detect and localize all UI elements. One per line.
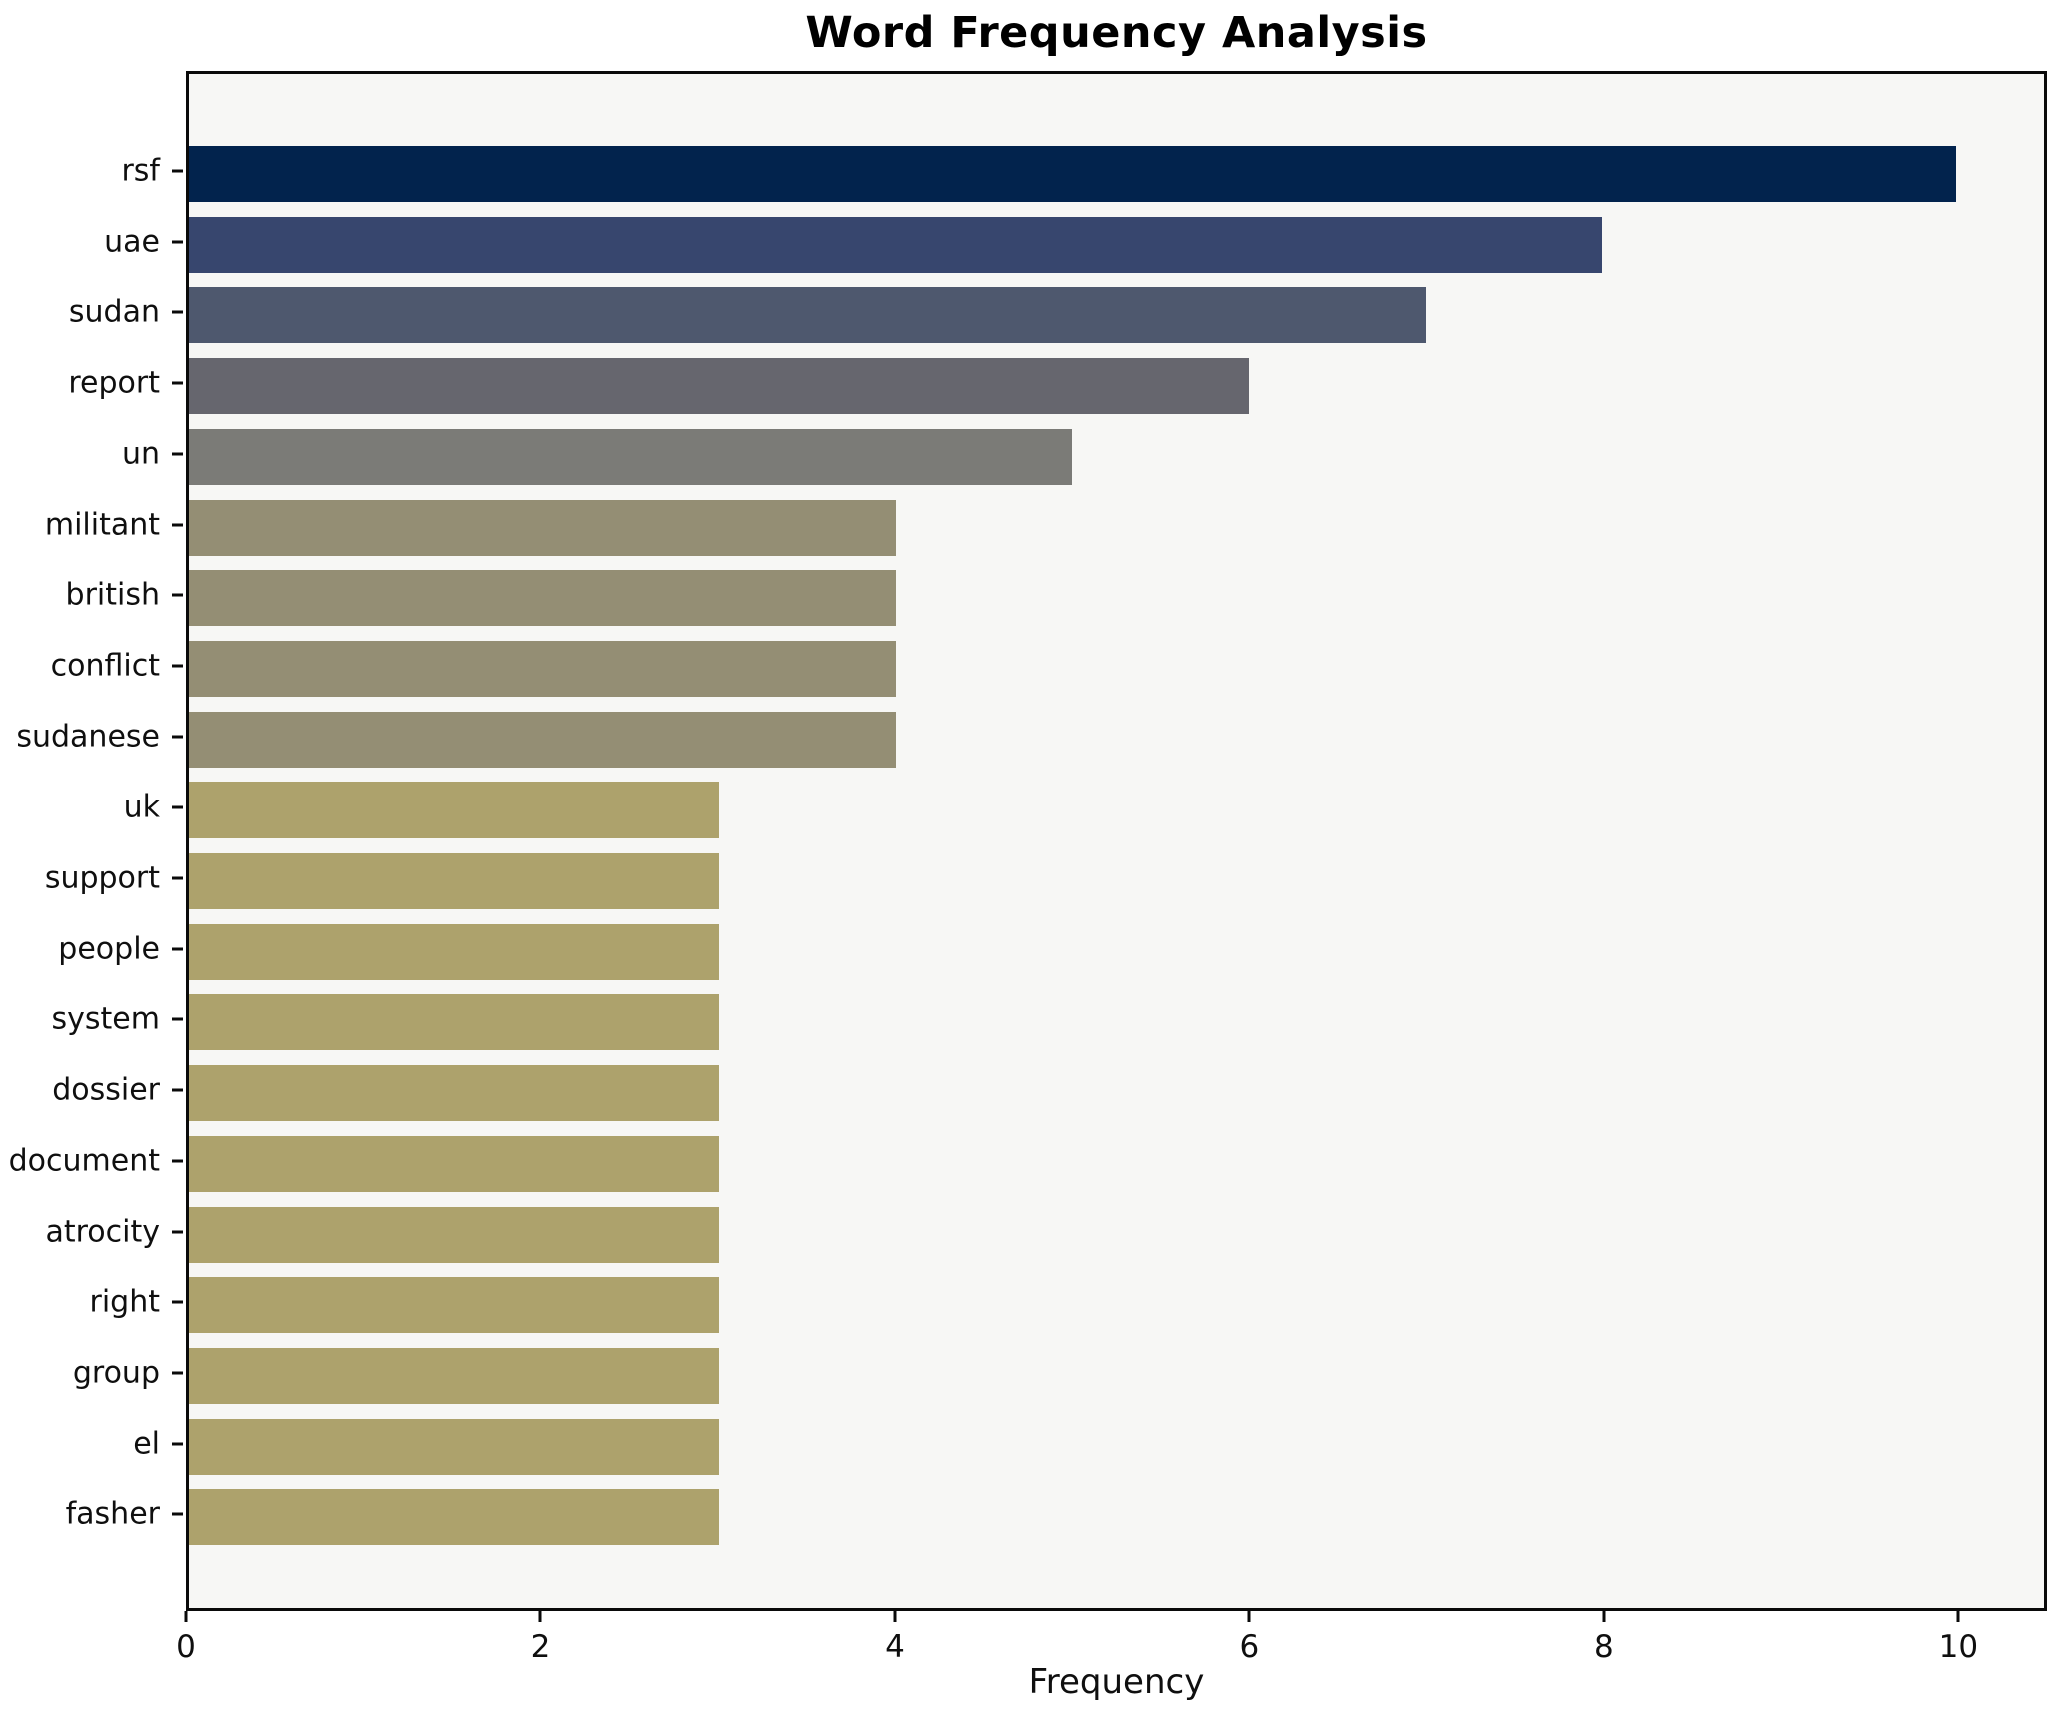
y-tick-label-militant: militant [44,507,160,542]
x-tick-mark [1247,1611,1251,1622]
y-tick-label-people: people [58,931,160,967]
y-tick-mark [172,1512,183,1516]
x-tick-mark [893,1611,897,1622]
x-tick-label-4: 4 [885,1629,905,1665]
bar-british [189,570,896,627]
y-tick-label-support: support [44,860,160,896]
bar-militant [189,499,896,556]
y-tick-mark [172,1230,183,1233]
bar-group [189,1347,719,1404]
bar-right [189,1277,719,1334]
y-tick-label-uae: uae [104,224,160,260]
bars-layer [189,74,2044,1608]
y-tick-mark [172,1017,183,1021]
y-tick-label-british: british [65,577,160,613]
bar-system [189,994,719,1051]
y-tick-label-fasher: fasher [65,1496,160,1532]
y-tick-mark [172,1300,183,1304]
bar-un [189,428,1073,485]
y-axis: rsf uae sudan report un militant british confli… [0,71,186,1611]
bar-document [189,1135,719,1192]
y-tick-label-sudan: sudan [68,294,160,330]
bar-el [189,1418,719,1475]
y-tick-label-document: document [8,1143,160,1179]
y-tick-mark [172,523,183,526]
y-tick-mark [172,1371,183,1375]
y-tick-label-un: un [121,436,160,472]
bar-support [189,853,719,909]
x-tick-mark [184,1611,188,1622]
y-tick-mark [172,1088,183,1092]
bar-uk [189,782,719,839]
x-axis-title: Frequency [1028,1662,1205,1702]
x-tick-label-8: 8 [1594,1629,1614,1665]
bar-sudan [189,287,1426,344]
y-tick-label-conflict: conflict [50,648,160,684]
y-tick-mark [172,1442,183,1446]
bar-people [189,923,719,980]
y-tick-mark [172,805,183,809]
x-tick-label-0: 0 [176,1629,196,1665]
y-tick-label-group: group [72,1355,160,1391]
y-tick-label-dossier: dossier [52,1072,160,1108]
x-tick-mark [538,1611,542,1622]
y-tick-mark [172,947,183,951]
y-tick-label-uk: uk [123,789,160,825]
y-tick-mark [172,664,183,668]
x-tick-label-10: 10 [1938,1629,1979,1665]
y-tick-label-report: report [68,365,160,401]
x-tick-label-6: 6 [1239,1629,1260,1665]
bar-report [189,358,1249,415]
bar-atrocity [189,1206,719,1263]
bar-rsf [189,146,1956,202]
bar-fasher [189,1489,719,1546]
y-tick-mark [172,169,183,173]
chart-title: Word Frequency Analysis [805,8,1428,58]
bar-sudanese [189,711,896,768]
bar-dossier [189,1065,719,1122]
x-tick-mark [1956,1611,1960,1622]
y-tick-mark [172,593,183,597]
y-tick-mark [172,1159,183,1163]
y-tick-label-sudanese: sudanese [16,719,160,755]
bar-uae [189,216,1603,273]
y-tick-label-atrocity: atrocity [45,1214,160,1249]
y-tick-label-system: system [51,1001,160,1037]
x-tick-mark [1602,1611,1606,1622]
y-tick-mark [172,452,183,456]
y-tick-label-right: right [89,1284,161,1320]
y-tick-label-rsf: rsf [121,153,160,189]
y-tick-mark [172,876,183,880]
y-tick-mark [172,735,183,739]
y-tick-label-el: el [133,1426,160,1462]
y-tick-mark [172,381,183,385]
y-tick-mark [172,240,183,244]
y-tick-mark [172,310,183,314]
bar-conflict [189,640,896,697]
x-axis: 0 2 4 6 8 10 [176,1611,2047,1711]
plot-area [186,71,2047,1611]
x-tick-label-2: 2 [530,1629,551,1665]
